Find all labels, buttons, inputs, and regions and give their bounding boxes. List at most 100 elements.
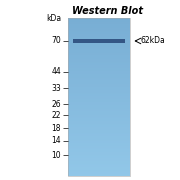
Bar [68,50,130,51]
Bar [68,82,130,83]
Bar [68,59,130,60]
Text: 18: 18 [52,124,61,133]
Bar [68,134,130,135]
Bar [68,105,130,106]
Text: 22: 22 [52,111,61,120]
Bar [68,26,130,27]
Bar [68,169,130,170]
Bar [68,168,130,169]
Bar [68,46,130,47]
Bar [68,166,130,167]
Bar [68,74,130,75]
Bar [68,119,130,120]
Bar [68,20,130,21]
Bar [68,54,130,55]
Bar [68,153,130,154]
Bar [68,65,130,66]
Bar [68,141,130,142]
Bar [68,120,130,121]
Bar [68,94,130,95]
Bar [68,52,130,53]
Bar [68,64,130,65]
Bar [68,24,130,25]
Bar [68,165,130,166]
Bar [68,140,130,141]
Bar [68,150,130,151]
Bar [68,33,130,34]
Bar [68,136,130,137]
Bar [73,39,125,43]
Bar [68,125,130,126]
Text: 26: 26 [52,100,61,109]
Text: 62kDa: 62kDa [140,37,165,46]
Bar [68,94,130,95]
Bar [68,128,130,129]
Bar [68,57,130,58]
Bar [68,170,130,171]
Bar [68,98,130,99]
Bar [68,117,130,118]
Bar [68,95,130,96]
Text: 14: 14 [52,136,61,145]
Bar [68,38,130,39]
Bar [68,126,130,127]
Bar [68,146,130,147]
Bar [68,45,130,46]
Bar [68,172,130,173]
Bar [68,148,130,149]
Bar [68,30,130,31]
Bar [68,118,130,119]
Bar [68,102,130,103]
Bar [68,21,130,22]
Bar [68,48,130,49]
Bar [68,28,130,29]
Bar [68,86,130,87]
Bar [68,112,130,113]
Bar [68,56,130,57]
Bar [68,32,130,33]
Bar [68,51,130,52]
Bar [68,151,130,152]
Bar [68,160,130,161]
Bar [68,149,130,150]
Bar [68,163,130,164]
Bar [68,116,130,117]
Bar [68,155,130,156]
Bar [68,42,130,43]
Bar [68,123,130,124]
Bar [68,27,130,28]
Bar [68,97,130,98]
Bar [68,147,130,148]
Bar [68,121,130,122]
Text: Western Blot: Western Blot [73,6,143,16]
Bar [68,93,130,94]
Bar [68,39,130,40]
Bar [68,167,130,168]
Bar [68,124,130,125]
Bar [68,90,130,91]
Bar [68,137,130,138]
Bar [68,58,130,59]
Bar [68,25,130,26]
Bar [68,43,130,44]
Bar [68,88,130,89]
Bar [68,77,130,78]
Bar [68,122,130,123]
Bar [68,132,130,133]
Bar [68,35,130,36]
Bar [68,115,130,116]
Bar [68,145,130,146]
Bar [68,138,130,139]
Bar [68,73,130,74]
Bar [68,164,130,165]
Bar [68,44,130,45]
Bar [68,41,130,42]
Bar [68,127,130,128]
Bar [68,78,130,79]
Bar [68,129,130,130]
Bar [68,68,130,69]
Bar [68,135,130,136]
Bar [68,174,130,175]
Bar [68,31,130,32]
Bar [68,99,130,100]
